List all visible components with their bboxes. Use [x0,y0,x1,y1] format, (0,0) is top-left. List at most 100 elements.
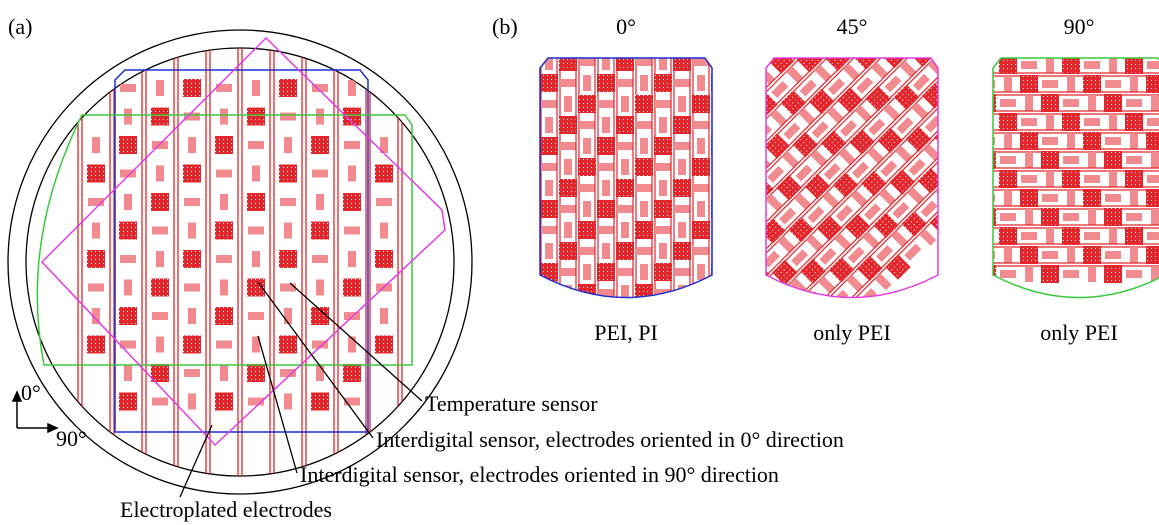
temperature-sensor [711,263,729,281]
interdigital-sensor [1088,38,1096,54]
interdigital-sensor [488,180,496,196]
interdigital-sensor [1025,266,1033,282]
temperature-sensor [489,274,514,299]
interdigital-sensor [601,386,618,403]
interdigital-sensor [348,166,356,182]
temperature-sensor [926,0,951,24]
interdigital-sensor [716,306,724,322]
annotation: Temperature sensor [425,391,598,416]
interdigital-sensor [1014,27,1031,44]
temperature-sensor [938,40,963,65]
interdigital-sensor [748,99,764,107]
temperature-sensor [464,158,482,176]
interdigital-sensor [937,99,953,107]
interdigital-sensor [583,201,591,217]
temperature-sensor [1104,208,1122,226]
temperature-sensor [796,343,821,368]
temperature-sensor [483,200,501,218]
interdigital-sensor [1147,4,1159,12]
interdigital-sensor [983,114,991,130]
interdigital-sensor [774,24,791,41]
temperature-sensor [247,193,265,211]
interdigital-sensor [184,113,200,121]
interdigital-sensor [1046,57,1054,73]
interdigital-sensor [507,348,515,364]
temperature-sensor [747,113,765,131]
interdigital-sensor [940,101,957,118]
temperature-sensor [1104,94,1122,112]
interdigital-sensor [917,0,934,6]
temperature-sensor [654,137,672,155]
interdigital-sensor [1063,213,1079,221]
interdigital-sensor [712,415,728,423]
interdigital-sensor [525,220,542,237]
interdigital-sensor [598,37,614,45]
temperature-sensor [626,352,651,377]
interdigital-sensor [1004,247,1012,263]
temperature-sensor [1146,246,1159,264]
temperature-sensor [711,200,729,218]
temperature-sensor [784,302,809,327]
interdigital-sensor [659,117,667,133]
interdigital-sensor [748,270,764,278]
interdigital-sensor [716,495,724,511]
temperature-sensor [711,389,729,407]
temperature-sensor [559,368,577,386]
temperature-sensor [747,170,765,188]
interdigital-sensor [188,394,196,410]
interdigital-sensor [348,251,356,267]
temperature-sensor [559,116,577,134]
temperature-sensor [957,189,975,207]
interdigital-sensor [949,199,966,216]
interdigital-sensor [1147,175,1159,183]
interdigital-sensor [427,100,443,108]
interdigital-sensor [733,280,750,297]
interdigital-sensor [983,171,991,187]
interdigital-sensor [446,79,462,87]
temperature-sensor [616,53,634,71]
interdigital-sensor [1105,80,1121,88]
interdigital-sensor [431,180,439,196]
temperature-sensor [1125,113,1143,131]
temperature-sensor [894,18,912,36]
interdigital-sensor [522,247,538,255]
interdigital-sensor [803,23,820,40]
temperature-sensor [747,56,765,74]
temperature-sensor [445,368,463,386]
interdigital-sensor [284,394,292,410]
temperature-sensor [747,0,765,17]
temperature-sensor [716,263,741,288]
temperature-sensor [635,32,653,50]
temperature-sensor [540,263,558,281]
interdigital-sensor [545,495,553,511]
temperature-sensor [1146,132,1159,150]
interdigital-sensor [522,310,538,318]
temperature-sensor [1041,151,1059,169]
interdigital-sensor [981,113,998,130]
interdigital-sensor [621,285,629,301]
temperature-sensor [502,305,520,323]
interdigital-sensor [583,138,591,154]
interdigital-sensor [986,28,1003,45]
temperature-sensor [692,158,710,176]
interdigital-sensor [488,369,496,385]
interdigital-sensor [344,227,360,235]
temperature-sensor [756,303,781,328]
interdigital-sensor [731,41,748,58]
temperature-sensor [728,8,753,33]
interdigital-sensor [605,301,622,318]
interdigital-sensor [312,255,328,263]
interdigital-sensor [962,209,970,225]
interdigital-sensor [312,170,328,178]
temperature-sensor [752,388,777,413]
temperature-sensor [635,221,653,239]
interdigital-sensor [598,415,614,423]
temperature-sensor [464,95,482,113]
temperature-sensor [711,137,729,155]
temperature-sensor [540,11,558,29]
interdigital-sensor [690,297,707,314]
temperature-sensor [578,221,596,239]
interdigital-sensor [526,201,534,217]
temperature-sensor [426,11,444,29]
interdigital-sensor [1000,13,1017,30]
